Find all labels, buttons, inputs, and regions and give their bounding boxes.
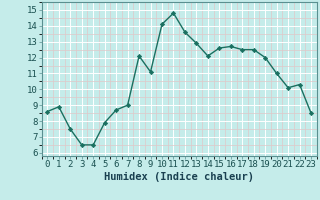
X-axis label: Humidex (Indice chaleur): Humidex (Indice chaleur)	[104, 172, 254, 182]
